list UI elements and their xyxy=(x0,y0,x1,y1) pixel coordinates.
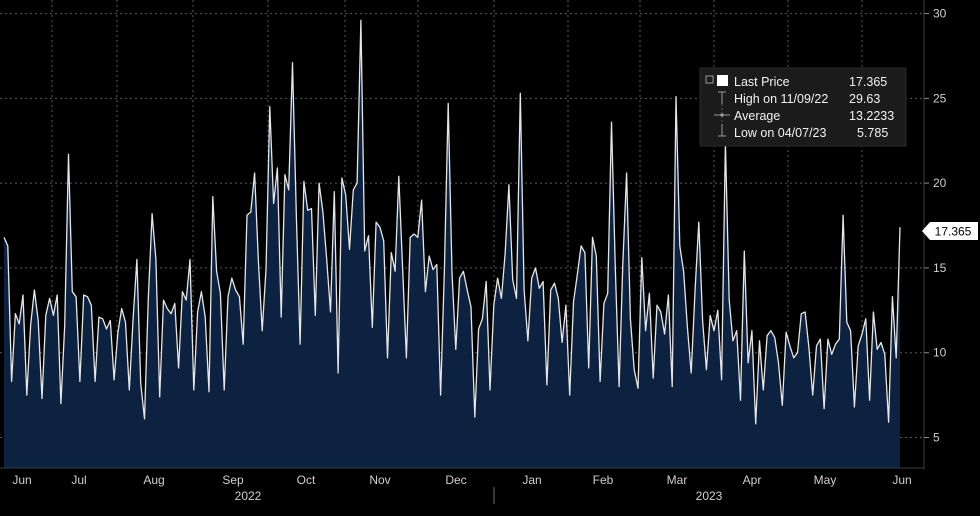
x-tick-label: Dec xyxy=(445,473,466,487)
x-tick-label: Jun xyxy=(12,473,31,487)
x-tick-label: Oct xyxy=(297,473,316,487)
legend-value-0: 17.365 xyxy=(849,75,887,89)
legend-swatch-last-price xyxy=(717,75,728,86)
x-tick-label: May xyxy=(814,473,837,487)
legend-value-2: 13.2233 xyxy=(849,109,894,123)
y-tick-label: 20 xyxy=(933,176,947,190)
x-tick-label: Jul xyxy=(71,473,86,487)
x-tick-label: Aug xyxy=(143,473,164,487)
y-tick-label: 10 xyxy=(933,346,947,360)
legend-background xyxy=(699,67,907,147)
x-tick-label: Jan xyxy=(522,473,541,487)
y-tick-label: 5 xyxy=(933,430,940,444)
legend-name-2: Average xyxy=(734,109,780,123)
legend-name-1: High on 11/09/22 xyxy=(734,92,828,106)
legend-value-1: 29.63 xyxy=(849,92,880,106)
year-label-2023: 2023 xyxy=(696,489,723,503)
legend-average-dot xyxy=(720,113,724,117)
y-tick-label: 25 xyxy=(933,91,947,105)
legend-expand-icon[interactable] xyxy=(705,75,714,84)
legend-box: Last Price 17.365 High on 11/09/22 29.63… xyxy=(699,67,907,147)
x-tick-label: Nov xyxy=(369,473,390,487)
legend-name-0: Last Price xyxy=(734,75,790,89)
last-price-tag: 17.365 xyxy=(922,222,978,240)
last-price-tag-shape xyxy=(922,222,978,240)
price-line xyxy=(3,19,901,425)
legend-name-3: Low on 04/07/23 xyxy=(734,126,826,140)
year-label-2022: 2022 xyxy=(235,489,262,503)
y-tick-label: 15 xyxy=(933,261,947,275)
y-tick-label: 30 xyxy=(933,7,947,21)
x-tick-label: Feb xyxy=(593,473,614,487)
last-price-tag-label: 17.365 xyxy=(935,225,972,239)
x-axis: Jun Jul Aug Sep Oct Nov Dec Jan Feb Mar Apr May Jun xyxy=(12,473,911,487)
x-tick-label: Sep xyxy=(222,473,244,487)
x-tick-label: Mar xyxy=(667,473,688,487)
x-tick-label: Jun xyxy=(892,473,911,487)
x-tick-label: Apr xyxy=(743,473,762,487)
legend-value-3: 5.785 xyxy=(857,126,888,140)
y-axis: 5 10 15 20 25 30 xyxy=(924,7,947,444)
